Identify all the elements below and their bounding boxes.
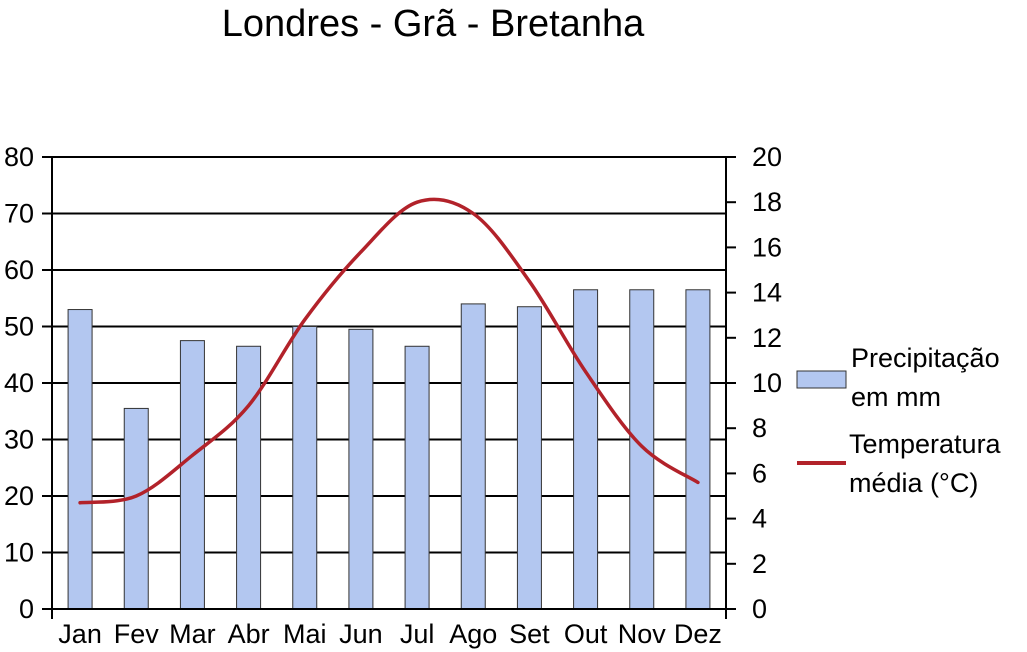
legend-label-precipitation-line1: Precipitação [851,343,1000,373]
temperature-point [696,480,700,484]
precipitation-bar [516,306,542,610]
x-tick-label: Ago [449,619,497,649]
left-axis-ticks: 0 10 20 30 40 50 60 70 80 [4,142,52,624]
precipitation-bar [123,407,149,610]
left-tick-label: 10 [4,538,34,568]
legend-label-precipitation-line2: em mm [851,382,941,412]
right-tick-label: 20 [752,142,782,172]
x-axis-ticks: Jan Fev Mar Abr Mai Jun Jul Ago Set Out Nov Dez [58,619,722,649]
x-tick-label: Nov [618,619,667,649]
precipitation-bar [404,345,430,610]
right-tick-label: 12 [752,323,782,353]
left-tick-label: 30 [4,425,34,455]
right-tick-label: 8 [752,413,767,443]
temperature-point [247,404,251,408]
left-tick-label: 0 [19,594,34,624]
precipitation-bar [179,340,205,610]
left-tick-label: 80 [4,142,34,172]
legend-label-temperature-line1: Temperatura [849,429,1002,459]
right-tick-label: 10 [752,368,782,398]
precipitation-bar [67,309,93,610]
left-tick-label: 20 [4,481,34,511]
precipitation-bar [348,328,374,610]
temperature-point [78,501,82,505]
temperature-point [640,444,644,448]
left-tick-label: 40 [4,368,34,398]
right-tick-label: 16 [752,232,782,262]
right-tick-label: 18 [752,187,782,217]
precipitation-bar [460,303,486,610]
chart-title: Londres - Grã - Bretanha [222,3,645,45]
temperature-line [78,197,700,505]
x-tick-label: Mai [283,619,327,649]
x-tick-label: Mar [169,619,216,649]
x-tick-label: Out [564,619,608,649]
temperature-point [134,494,138,498]
temperature-point [527,279,531,283]
x-tick-label: Jul [400,619,435,649]
temperature-point [303,318,307,322]
legend: Precipitação em mm Temperatura média (°C) [796,343,1002,498]
right-tick-label: 14 [752,278,782,308]
x-tick-label: Dez [674,619,722,649]
precipitation-bar [629,289,655,610]
right-tick-label: 0 [752,594,767,624]
temperature-point [584,370,588,374]
left-tick-label: 70 [4,199,34,229]
gridlines [52,156,726,610]
temperature-point [190,453,194,457]
precipitation-bar [573,289,599,610]
precipitation-bar [292,326,318,610]
x-tick-label: Jun [339,619,383,649]
legend-swatch-precipitation [796,370,847,389]
legend-label-temperature-line2: média (°C) [849,468,978,498]
right-tick-label: 2 [752,549,767,579]
temperature-line-group [78,197,700,505]
x-tick-label: Set [509,619,550,649]
temperature-point [415,200,419,204]
left-tick-label: 60 [4,255,34,285]
x-tick-label: Abr [228,619,270,649]
temperature-point [359,250,363,254]
precipitation-bar [236,345,262,610]
right-tick-label: 4 [752,504,767,534]
right-axis-ticks: 0 2 4 6 8 10 12 14 16 18 20 [726,142,782,624]
left-tick-label: 50 [4,312,34,342]
precipitation-bars [67,289,711,610]
axes [42,157,736,619]
x-tick-label: Jan [58,619,102,649]
temperature-point [471,212,475,215]
precipitation-bar [685,289,711,610]
x-tick-label: Fev [114,619,160,649]
right-tick-label: 6 [752,458,767,488]
